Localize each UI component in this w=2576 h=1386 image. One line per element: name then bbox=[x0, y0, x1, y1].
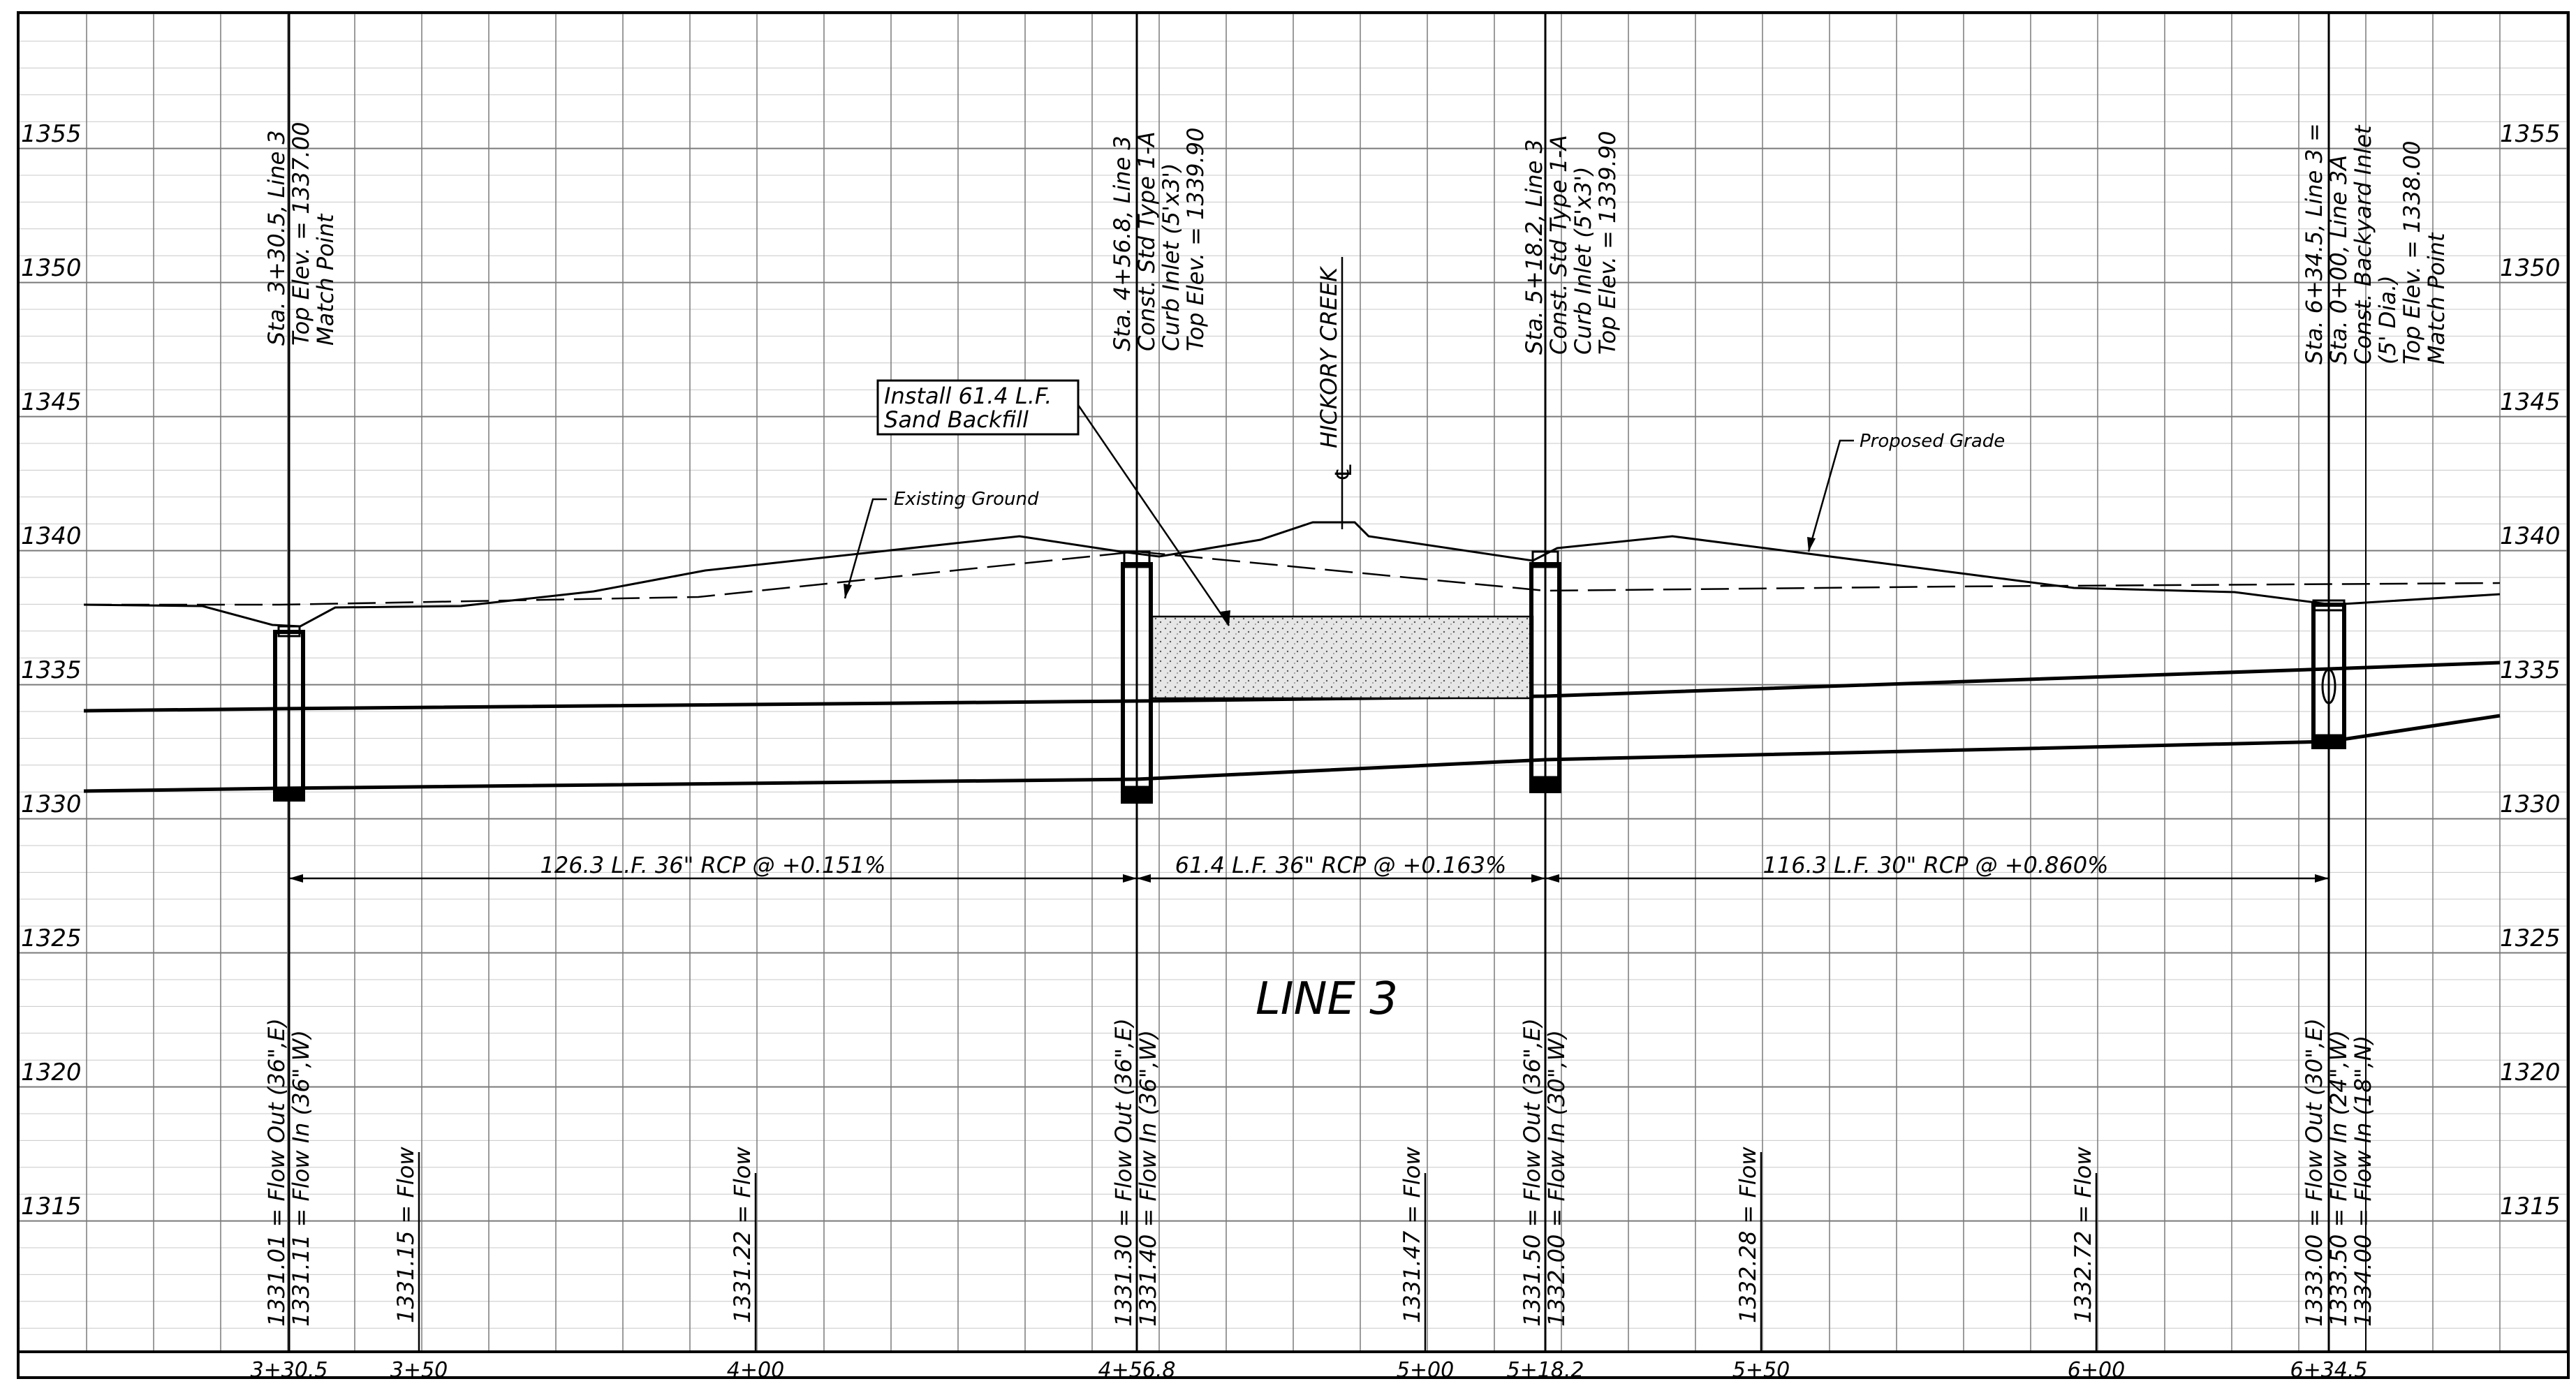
elevation-label: 1325 bbox=[2500, 924, 2561, 952]
structure-note: Top Elev. = 1339.90 bbox=[1182, 128, 1209, 351]
structure-note: Match Point bbox=[312, 213, 339, 346]
proposed-grade-label: Proposed Grade bbox=[1860, 431, 2005, 452]
creek-label: HICKORY CREEK bbox=[1316, 265, 1342, 448]
flow-ticks bbox=[418, 1152, 2098, 1352]
sheet-border bbox=[17, 11, 2570, 1379]
dimension-lines bbox=[289, 874, 2329, 883]
flow-label: 1332.72 = Flow bbox=[2070, 1147, 2096, 1323]
structure-note: Const. Std Type 1-A bbox=[1545, 135, 1572, 355]
structure-note: Const. Backyard Inlet bbox=[2350, 124, 2376, 364]
structure-note: Const. Std Type 1-A bbox=[1133, 131, 1160, 351]
station-label: 4+00 bbox=[727, 1358, 784, 1383]
elevation-label: 1320 bbox=[2500, 1059, 2561, 1086]
elevation-label: 1355 bbox=[2500, 120, 2561, 148]
proposed-grade-line bbox=[83, 521, 2501, 628]
station-label: 6+34.5 bbox=[2290, 1358, 2367, 1383]
existing-ground-line bbox=[84, 550, 2501, 606]
pipe-run-label: 126.3 L.F. 36" RCP @ +0.151% bbox=[540, 852, 885, 878]
flow-label: 1332.00 = Flow In (30",W) bbox=[1543, 1030, 1570, 1327]
elevation-label: 1350 bbox=[2500, 254, 2561, 282]
station-label: 4+56.8 bbox=[1098, 1358, 1175, 1383]
structure-note: Sta. 0+00, Line 3A bbox=[2325, 155, 2352, 364]
sand-backfill-area bbox=[1151, 615, 1534, 700]
flow-label: 1333.00 = Flow Out (30",E) bbox=[2301, 1018, 2327, 1327]
station-label: 6+00 bbox=[2068, 1358, 2125, 1383]
elevation-axis-left: 1355 1350 1345 1340 1335 1330 1325 1320 … bbox=[21, 120, 82, 1221]
elevation-label: 1315 bbox=[2500, 1193, 2561, 1221]
pipe-run-label: 61.4 L.F. 36" RCP @ +0.163% bbox=[1175, 852, 1507, 878]
elevation-label: 1335 bbox=[2500, 656, 2561, 684]
structure-notes: Sta. 3+30.5, Line 3 Top Elev. = 1337.00 … bbox=[263, 122, 2450, 364]
structure-s1 bbox=[273, 625, 305, 802]
elevation-label: 1345 bbox=[21, 388, 82, 416]
elevation-label: 1355 bbox=[21, 120, 82, 148]
structure-centerlines bbox=[288, 13, 2367, 1352]
station-label: 5+18.2 bbox=[1506, 1358, 1584, 1383]
station-label: 3+50 bbox=[390, 1358, 448, 1383]
station-axis: 3+30.5 3+50 4+00 4+56.8 5+00 5+18.2 5+50… bbox=[250, 1358, 2367, 1383]
structure-s4 bbox=[2311, 599, 2346, 749]
sand-backfill-label-line2: Sand Backfill bbox=[884, 406, 1029, 433]
flow-label: 1332.28 = Flow bbox=[1735, 1147, 1761, 1323]
flow-label: 1331.11 = Flow In (36",W) bbox=[288, 1030, 314, 1327]
elevation-label: 1350 bbox=[21, 254, 82, 282]
existing-ground-label: Existing Ground bbox=[894, 489, 1039, 510]
structure-note: Match Point bbox=[2423, 232, 2450, 364]
sand-backfill-label-line1: Install 61.4 L.F. bbox=[884, 383, 1052, 409]
structure-note: Sta. 6+34.5, Line 3 = bbox=[2301, 123, 2327, 364]
elevation-label: 1340 bbox=[21, 522, 82, 550]
flow-label: 1331.30 = Flow Out (36",E) bbox=[1110, 1018, 1137, 1327]
flow-label: 1331.01 = Flow Out (36",E) bbox=[263, 1018, 290, 1327]
pipe-run-labels: 126.3 L.F. 36" RCP @ +0.151% 61.4 L.F. 3… bbox=[540, 852, 2108, 878]
structure-note: Sta. 5+18.2, Line 3 bbox=[1521, 139, 1547, 355]
flow-label: 1331.40 = Flow In (36",W) bbox=[1135, 1030, 1161, 1327]
centerline-symbol: ℄ bbox=[1330, 462, 1357, 482]
flow-label: 1333.50 = Flow In (24",W) bbox=[2325, 1030, 2352, 1327]
structure-note: Top Elev. = 1338.00 bbox=[2399, 141, 2425, 364]
elevation-label: 1340 bbox=[2500, 522, 2561, 550]
elevation-label: 1330 bbox=[2500, 790, 2561, 818]
flow-labels: 1331.01 = Flow Out (36",E) 1331.11 = Flo… bbox=[263, 1018, 2376, 1327]
structure-note: Top Elev. = 1339.90 bbox=[1594, 131, 1621, 355]
station-label: 3+30.5 bbox=[250, 1358, 327, 1383]
proposed-grade-callout: Proposed Grade bbox=[1807, 431, 2005, 552]
structure-note: Curb Inlet (5'x3') bbox=[1570, 167, 1596, 355]
flow-label: 1331.47 = Flow bbox=[1399, 1147, 1425, 1323]
structure-note: Top Elev. = 1337.00 bbox=[288, 122, 314, 346]
station-label: 5+50 bbox=[1732, 1358, 1790, 1383]
flow-label: 1331.50 = Flow Out (36",E) bbox=[1519, 1018, 1545, 1327]
structure-note: Sta. 4+56.8, Line 3 bbox=[1109, 135, 1135, 351]
elevation-label: 1325 bbox=[21, 924, 82, 952]
elevation-label: 1330 bbox=[21, 790, 82, 818]
drawing-title: LINE 3 bbox=[1256, 973, 1398, 1025]
pipe-invert-line bbox=[83, 714, 2501, 793]
structure-note: Curb Inlet (5'x3') bbox=[1158, 163, 1184, 352]
elevation-axis-right: 1355 1350 1345 1340 1335 1330 1325 1320 … bbox=[2500, 120, 2561, 1221]
flow-label: 1334.00 = Flow In (18",N) bbox=[2350, 1035, 2376, 1327]
sand-backfill-callout: Install 61.4 L.F. Sand Backfill bbox=[876, 379, 1230, 626]
elevation-label: 1345 bbox=[2500, 388, 2561, 416]
flow-label: 1331.15 = Flow bbox=[392, 1147, 419, 1323]
structure-note: Sta. 3+30.5, Line 3 bbox=[263, 130, 290, 346]
structure-s3 bbox=[1529, 550, 1561, 793]
elevation-label: 1335 bbox=[21, 656, 82, 684]
structure-s2 bbox=[1121, 550, 1153, 804]
existing-ground-callout: Existing Ground bbox=[844, 489, 1039, 599]
elevation-label: 1320 bbox=[21, 1059, 82, 1086]
elevation-label: 1315 bbox=[21, 1193, 82, 1221]
pipe-run-label: 116.3 L.F. 30" RCP @ +0.860% bbox=[1762, 852, 2108, 878]
flow-label: 1331.22 = Flow bbox=[729, 1147, 756, 1323]
station-label: 5+00 bbox=[1397, 1358, 1454, 1383]
structure-note: (5' Dia.) bbox=[2374, 275, 2401, 364]
creek-centerline: HICKORY CREEK ℄ bbox=[1316, 257, 1357, 529]
